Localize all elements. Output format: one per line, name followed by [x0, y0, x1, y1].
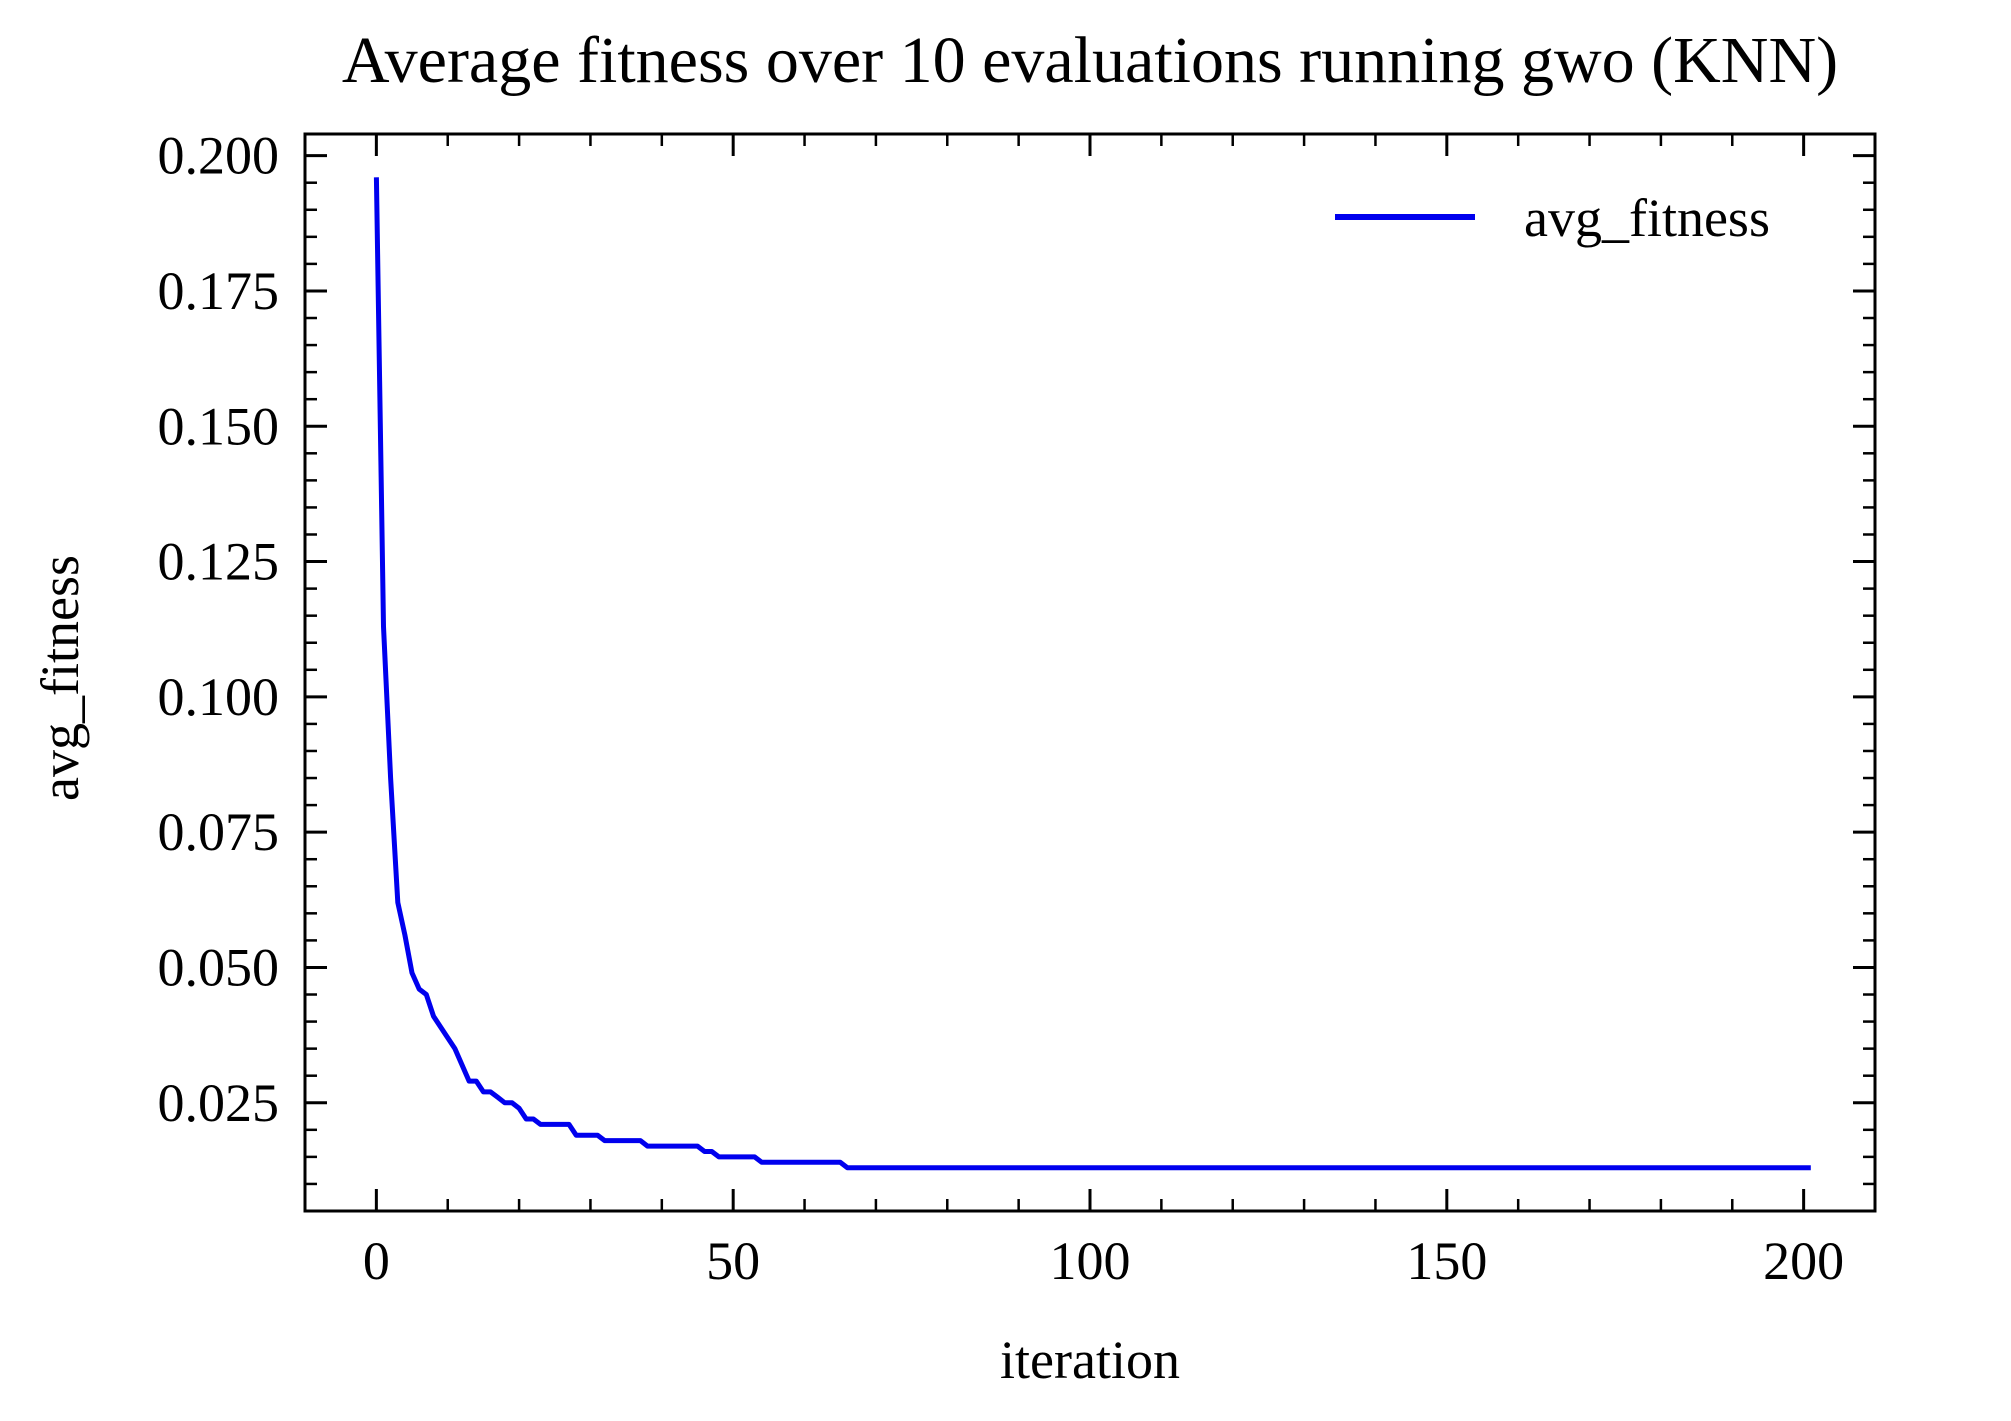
chart-title: Average fitness over 10 evaluations runn…: [342, 24, 1838, 97]
series-line-avg-fitness: [373, 177, 1811, 1171]
y-tick-label: 0.175: [158, 261, 280, 321]
x-tick-label: 50: [706, 1231, 760, 1291]
y-tick-label: 0.200: [158, 126, 280, 186]
series-layer: [373, 177, 1811, 1171]
x-tick-label: 150: [1406, 1231, 1487, 1291]
x-tick-label: 0: [363, 1231, 390, 1291]
plot-frame: [303, 132, 1877, 1213]
y-axis-label: avg_fitness: [30, 555, 90, 801]
x-tick-label: 200: [1763, 1231, 1844, 1291]
x-tick-label: 100: [1050, 1231, 1131, 1291]
y-tick-label: 0.050: [158, 937, 280, 997]
y-tick-label: 0.125: [158, 532, 280, 592]
legend: avg_fitness: [1335, 188, 1770, 248]
y-tick-label: 0.075: [158, 802, 280, 862]
legend-label-avg-fitness: avg_fitness: [1524, 188, 1770, 248]
ticks-layer: 0 50 100 150 200 0.025 0.050 0.075 0.100 0.125 0.1…: [158, 126, 1877, 1291]
y-tick-label: 0.025: [158, 1073, 280, 1133]
y-tick-label: 0.100: [158, 667, 280, 727]
x-axis-label: iteration: [1000, 1330, 1180, 1390]
y-tick-label: 0.150: [158, 396, 280, 456]
